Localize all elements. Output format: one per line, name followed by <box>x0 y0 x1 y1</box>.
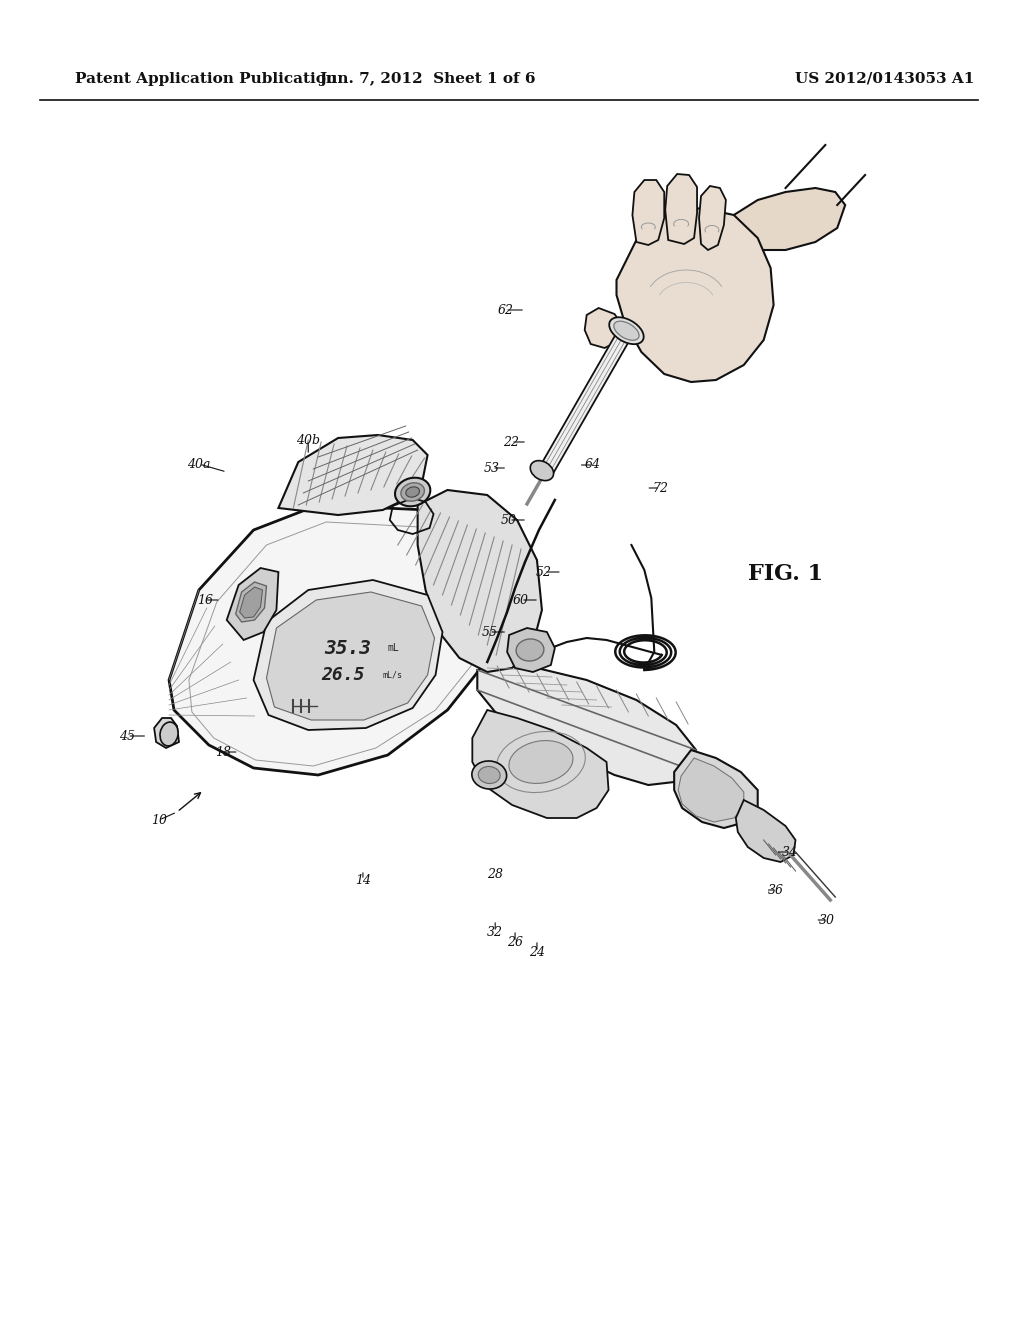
Text: 45: 45 <box>119 730 135 742</box>
Text: 10: 10 <box>152 813 167 826</box>
Polygon shape <box>507 628 555 672</box>
Text: 35.3: 35.3 <box>325 639 372 657</box>
Text: 60: 60 <box>513 594 529 606</box>
Text: 18: 18 <box>215 746 230 759</box>
Text: FIG. 1: FIG. 1 <box>749 564 823 585</box>
Polygon shape <box>734 187 845 249</box>
Polygon shape <box>472 710 608 818</box>
Text: 40a: 40a <box>187 458 211 470</box>
Ellipse shape <box>609 317 644 345</box>
Ellipse shape <box>406 487 420 498</box>
Polygon shape <box>541 327 633 473</box>
Polygon shape <box>678 758 743 822</box>
Ellipse shape <box>478 767 500 784</box>
Text: 50: 50 <box>501 513 517 527</box>
Text: Patent Application Publication: Patent Application Publication <box>75 73 337 86</box>
Polygon shape <box>266 591 434 719</box>
Text: 40b: 40b <box>296 433 321 446</box>
Polygon shape <box>633 180 665 246</box>
Polygon shape <box>226 568 279 640</box>
Polygon shape <box>699 186 726 249</box>
Text: 53: 53 <box>484 462 500 474</box>
Text: 36: 36 <box>768 883 783 896</box>
Text: 34: 34 <box>781 846 798 858</box>
Text: 28: 28 <box>487 869 503 882</box>
Text: Jun. 7, 2012  Sheet 1 of 6: Jun. 7, 2012 Sheet 1 of 6 <box>319 73 536 86</box>
Text: 14: 14 <box>355 874 371 887</box>
Text: 30: 30 <box>819 913 836 927</box>
Polygon shape <box>236 582 266 622</box>
Ellipse shape <box>401 483 424 502</box>
Polygon shape <box>674 750 758 828</box>
Polygon shape <box>254 579 442 730</box>
Ellipse shape <box>613 321 639 341</box>
Polygon shape <box>585 308 625 348</box>
Polygon shape <box>418 490 542 672</box>
Ellipse shape <box>509 741 573 784</box>
Text: US 2012/0143053 A1: US 2012/0143053 A1 <box>796 73 975 86</box>
Polygon shape <box>666 174 697 244</box>
Text: mL/s: mL/s <box>383 671 402 680</box>
Ellipse shape <box>472 760 507 789</box>
Polygon shape <box>279 436 428 515</box>
Polygon shape <box>169 506 507 775</box>
Text: 22: 22 <box>503 436 519 449</box>
Text: 72: 72 <box>652 482 669 495</box>
Text: 16: 16 <box>197 594 213 606</box>
Text: 52: 52 <box>536 565 552 578</box>
Ellipse shape <box>516 639 544 661</box>
Text: 32: 32 <box>487 925 503 939</box>
Polygon shape <box>477 665 696 785</box>
Ellipse shape <box>160 722 178 746</box>
Ellipse shape <box>395 478 430 507</box>
Text: 55: 55 <box>481 626 498 639</box>
Polygon shape <box>736 800 796 862</box>
Ellipse shape <box>530 461 554 480</box>
Text: 64: 64 <box>585 458 601 471</box>
Polygon shape <box>240 587 262 618</box>
Text: 26.5: 26.5 <box>322 667 365 684</box>
Polygon shape <box>616 209 773 381</box>
Text: 24: 24 <box>529 945 545 958</box>
Text: 26: 26 <box>507 936 523 949</box>
Text: 62: 62 <box>497 304 513 317</box>
Text: mL: mL <box>388 643 399 653</box>
Polygon shape <box>155 718 179 748</box>
